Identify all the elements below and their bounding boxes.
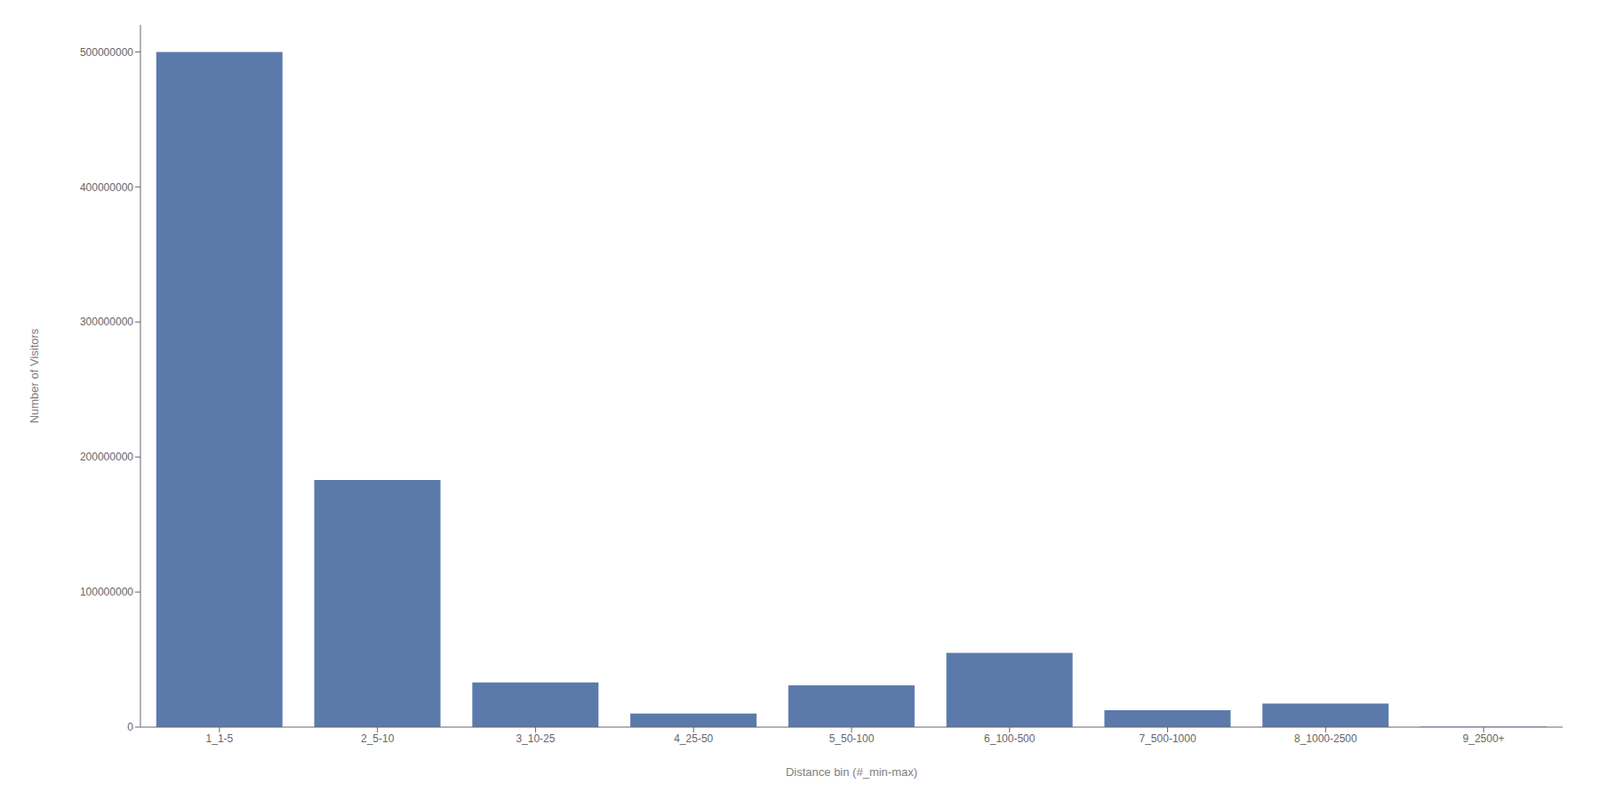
svg-text:2_5-10: 2_5-10 [360, 732, 395, 745]
svg-text:1_1-5: 1_1-5 [206, 732, 234, 745]
svg-text:8_1000-2500: 8_1000-2500 [1294, 732, 1358, 745]
svg-text:Number of Visitors: Number of Visitors [27, 328, 41, 424]
svg-text:5_50-100: 5_50-100 [829, 732, 875, 745]
svg-text:300000000: 300000000 [80, 315, 134, 328]
svg-text:4_25-50: 4_25-50 [673, 732, 713, 745]
svg-text:Distance bin (#_min-max): Distance bin (#_min-max) [785, 765, 918, 779]
svg-text:6_100-500: 6_100-500 [984, 732, 1036, 745]
svg-text:500000000: 500000000 [80, 46, 134, 59]
svg-text:7_500-1000: 7_500-1000 [1139, 732, 1197, 745]
svg-text:3_10-25: 3_10-25 [515, 732, 555, 745]
svg-text:200000000: 200000000 [80, 450, 134, 464]
svg-text:400000000: 400000000 [80, 181, 134, 194]
svg-text:0: 0 [127, 720, 134, 734]
svg-text:100000000: 100000000 [80, 585, 134, 599]
svg-text:9_2500+: 9_2500+ [1463, 732, 1505, 745]
